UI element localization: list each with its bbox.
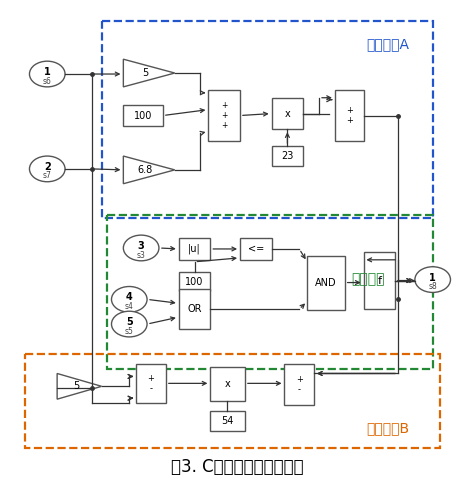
Ellipse shape: [112, 287, 147, 312]
Text: 5: 5: [73, 381, 79, 392]
Text: +
-: + -: [148, 374, 154, 393]
Text: s4: s4: [125, 302, 134, 311]
Text: 54: 54: [221, 416, 234, 426]
Bar: [124, 105, 163, 126]
Text: 4: 4: [126, 293, 133, 302]
Text: 23: 23: [281, 151, 294, 161]
Text: 1: 1: [44, 67, 51, 77]
Bar: [210, 367, 245, 401]
Text: 6.8: 6.8: [137, 165, 152, 175]
Text: 5: 5: [142, 68, 148, 78]
Bar: [25, 354, 439, 447]
Text: 計算処理A: 計算処理A: [367, 37, 410, 51]
Text: +
+: + +: [346, 106, 353, 125]
Polygon shape: [57, 373, 102, 399]
Text: x: x: [285, 109, 290, 119]
Text: x: x: [225, 379, 230, 389]
Text: s5: s5: [125, 327, 134, 336]
Text: s3: s3: [137, 250, 145, 260]
Bar: [102, 21, 433, 219]
Bar: [307, 256, 345, 310]
Text: AND: AND: [315, 278, 337, 288]
Text: s6: s6: [43, 76, 52, 86]
Text: 図3. Cの内部処理のモデル: 図3. Cの内部処理のモデル: [171, 458, 304, 476]
Ellipse shape: [29, 156, 65, 182]
Text: +
-: + -: [296, 375, 303, 394]
Ellipse shape: [415, 267, 450, 293]
Text: s7: s7: [43, 172, 52, 180]
Text: <=: <=: [247, 244, 264, 254]
Bar: [136, 364, 166, 403]
Bar: [210, 411, 245, 431]
Text: 2: 2: [44, 162, 51, 172]
Text: 1: 1: [429, 272, 436, 283]
Polygon shape: [124, 156, 175, 184]
Bar: [240, 238, 272, 260]
Bar: [272, 98, 303, 129]
Text: s8: s8: [428, 282, 437, 291]
Text: 100: 100: [185, 276, 204, 287]
Bar: [285, 364, 314, 405]
Bar: [209, 90, 240, 141]
Text: 判定処理: 判定処理: [352, 272, 385, 287]
Bar: [106, 215, 433, 368]
Text: 計算処理B: 計算処理B: [367, 421, 410, 435]
Bar: [179, 238, 210, 260]
Bar: [179, 290, 210, 329]
Ellipse shape: [29, 61, 65, 87]
Ellipse shape: [112, 311, 147, 337]
Text: |u|: |u|: [188, 244, 201, 254]
Bar: [335, 90, 364, 141]
Polygon shape: [124, 59, 175, 87]
Bar: [179, 271, 210, 292]
Text: OR: OR: [187, 304, 202, 314]
Text: +
+
+: + + +: [221, 100, 228, 130]
Text: 100: 100: [134, 111, 152, 121]
Text: f: f: [377, 275, 381, 286]
Bar: [363, 252, 395, 309]
Ellipse shape: [124, 235, 159, 261]
Bar: [272, 146, 303, 166]
Text: 3: 3: [138, 241, 144, 251]
Text: 5: 5: [126, 317, 133, 327]
